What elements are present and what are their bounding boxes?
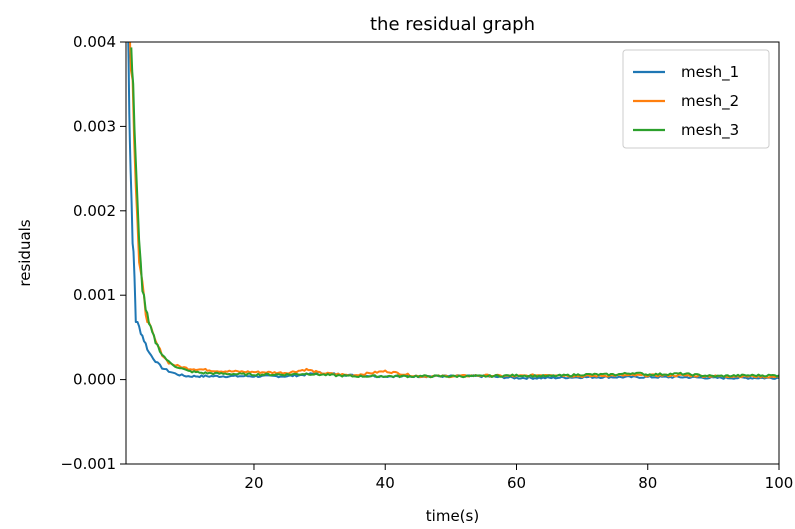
legend-box: [622, 49, 770, 149]
y-tick-label: 0.003: [73, 117, 116, 135]
x-tick-label: 100: [765, 474, 794, 492]
x-tick-label: 60: [507, 474, 526, 492]
x-tick-label: 40: [376, 474, 395, 492]
x-axis-label: time(s): [426, 507, 479, 525]
y-tick-label: 0.000: [73, 371, 116, 389]
legend-label-mesh_3: mesh_3: [681, 121, 739, 140]
chart-title: the residual graph: [370, 14, 535, 35]
legend-label-mesh_1: mesh_1: [681, 63, 739, 82]
axes-frame: [125, 41, 780, 465]
axis-ticks: 20 40 60 80 100 −0.001 0.000 0.001 0.002 0.003 0.0…: [60, 33, 793, 492]
y-tick-label: 0.001: [73, 286, 116, 304]
x-tick-label: 20: [244, 474, 263, 492]
y-axis-label: residuals: [16, 219, 34, 286]
legend: mesh_1 mesh_2 mesh_3: [622, 49, 770, 149]
y-tick-label: 0.004: [73, 33, 116, 51]
x-tick-label: 80: [638, 474, 657, 492]
y-tick-label: 0.002: [73, 202, 116, 220]
y-tick-label: −0.001: [60, 455, 116, 473]
series-line-mesh_3: [130, 47, 779, 379]
legend-label-mesh_2: mesh_2: [681, 92, 739, 111]
plot-area: [127, 42, 779, 380]
